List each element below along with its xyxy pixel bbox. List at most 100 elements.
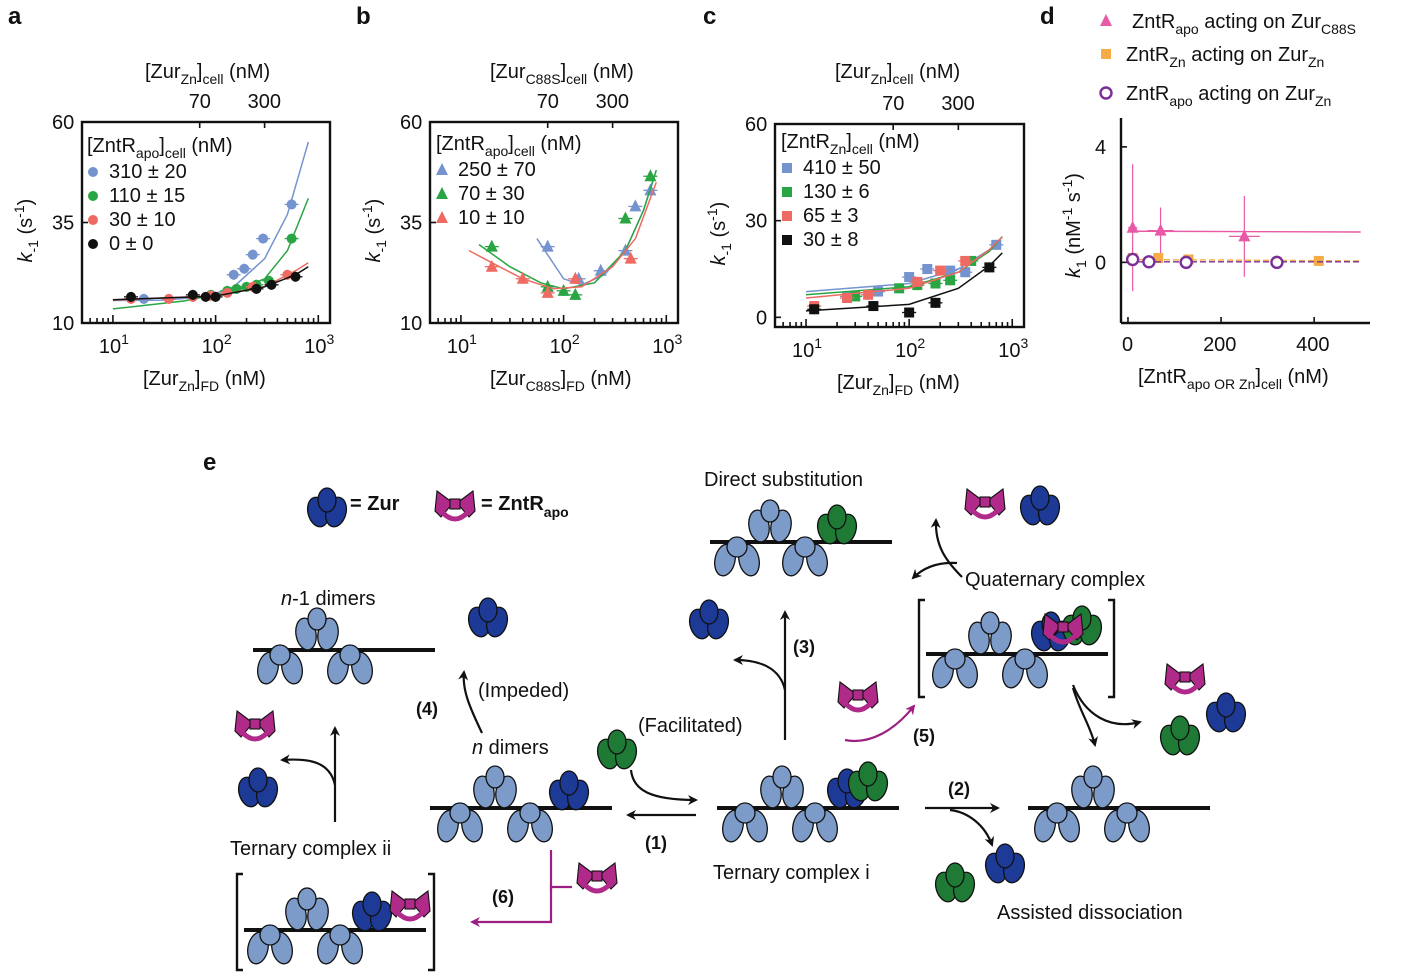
x-axis-title-part: cell bbox=[1261, 376, 1282, 392]
data-point bbox=[1313, 255, 1324, 266]
top-axis-title-part: C88S bbox=[526, 71, 561, 87]
legend-title: [ZntRapo]cell (nM) bbox=[436, 133, 582, 159]
step-1-label: (1) bbox=[645, 833, 667, 853]
arrow-step-6 bbox=[470, 885, 572, 927]
zur-dimer-bound bbox=[285, 887, 329, 931]
y-tick-label: 4 bbox=[1095, 137, 1106, 159]
arrow-release-2 bbox=[949, 808, 995, 847]
legend-zur-glyph bbox=[306, 487, 348, 528]
legend-marker bbox=[1099, 86, 1113, 100]
zur-subunit bbox=[1216, 692, 1236, 718]
top-tick-label-part: 70 bbox=[189, 91, 211, 113]
y-axis-title-part: -1 bbox=[11, 205, 27, 218]
legend-entry: 65 ± 3 bbox=[803, 205, 858, 227]
top-tick-label-part: 70 bbox=[882, 93, 904, 115]
legend-title-part: cell bbox=[514, 143, 535, 159]
legend-entry-part: 0 ± 0 bbox=[109, 233, 153, 255]
x-tick-label: 101 bbox=[447, 331, 477, 358]
data-point bbox=[984, 262, 995, 273]
legend-entry: 310 ± 20 bbox=[109, 161, 187, 183]
data-point bbox=[894, 283, 905, 294]
legend-entry: 30 ± 8 bbox=[803, 229, 858, 251]
y-axis-title: k1 (nM-1 s-1) bbox=[1059, 173, 1089, 278]
y-axis-title: k-1 (s-1) bbox=[11, 199, 41, 263]
zntr-bound bbox=[389, 889, 431, 922]
data-point bbox=[286, 199, 297, 210]
top-axis-title-part: [Zur bbox=[490, 61, 526, 83]
legend-zntr-label: = ZntRapo bbox=[481, 493, 569, 520]
x-tick-label-part: 1 bbox=[814, 335, 822, 351]
legend-entry-part: apo bbox=[1169, 93, 1193, 109]
y-axis-title-part: (s bbox=[15, 218, 37, 240]
y-tick-label: 30 bbox=[745, 211, 767, 233]
bracket-left-ii bbox=[235, 872, 243, 972]
y-axis-title-part: (s bbox=[363, 218, 385, 240]
zur-dimer-bound bbox=[792, 802, 838, 843]
legend-zntr-glyph bbox=[434, 489, 476, 522]
top-tick-label: 70 bbox=[882, 93, 904, 115]
legend-marker bbox=[88, 191, 98, 201]
x-axis-title: [ZurZn]FD (nM) bbox=[837, 372, 960, 398]
legend-title-part: (nM) bbox=[535, 133, 582, 155]
zur-subunit bbox=[1030, 485, 1050, 511]
y-axis-title-part: -1 bbox=[359, 205, 375, 218]
fit-curve bbox=[478, 169, 658, 290]
data-point bbox=[251, 283, 262, 294]
zntr-subunit bbox=[434, 489, 454, 518]
data-point bbox=[239, 263, 250, 274]
legend-entry-part: 10 ± 10 bbox=[458, 207, 525, 229]
zur-subunit bbox=[362, 891, 382, 917]
zur-green-bound bbox=[847, 761, 889, 802]
arrow-release-3 bbox=[733, 655, 787, 691]
data-point bbox=[904, 307, 915, 318]
zntr-free bbox=[576, 861, 618, 894]
legend-entry-part: 30 ± 10 bbox=[109, 209, 176, 231]
ternary-complex-i-label: Ternary complex i bbox=[713, 862, 870, 884]
data-point bbox=[290, 271, 301, 282]
legend-entry-part: 110 ± 15 bbox=[109, 185, 185, 207]
step-6-label: (6) bbox=[492, 887, 514, 907]
legend-title-part: [ZntR bbox=[436, 133, 485, 155]
data-point bbox=[945, 265, 956, 276]
zntr-arm bbox=[396, 911, 424, 922]
x-tick-label: 103 bbox=[304, 331, 334, 358]
data-point bbox=[945, 275, 956, 286]
zur-subunit bbox=[827, 504, 847, 530]
zur-subunit bbox=[699, 599, 719, 625]
step-4-label: (4) bbox=[416, 699, 438, 719]
legend-entry: 250 ± 70 bbox=[458, 159, 536, 181]
data-point bbox=[125, 291, 136, 302]
legend-entry-part: apo bbox=[1175, 21, 1199, 37]
zur-subunit bbox=[804, 802, 826, 824]
zur-green-released bbox=[1159, 715, 1201, 756]
top-axis-title-part: ] bbox=[561, 61, 567, 83]
y-tick-label-part: 60 bbox=[400, 112, 422, 134]
zntr-subunit bbox=[256, 709, 276, 738]
legend-entry-part: Zn bbox=[1315, 93, 1331, 109]
zur-dimer-bound bbox=[507, 802, 553, 843]
legend-title-part: ] bbox=[159, 135, 165, 157]
data-point bbox=[228, 269, 239, 280]
legend-marker bbox=[1101, 49, 1111, 59]
zntr-arm bbox=[441, 511, 469, 522]
zur-dimer-bound bbox=[437, 802, 483, 843]
x-axis-title: [ZurC88S]FD (nM) bbox=[490, 368, 632, 394]
data-point bbox=[247, 249, 258, 260]
x-axis-title-part: apo OR Zn bbox=[1187, 376, 1255, 392]
zur-dark-bound bbox=[548, 770, 590, 811]
zur-dimer-bound bbox=[257, 644, 303, 685]
legend-entry: 130 ± 6 bbox=[803, 181, 870, 203]
zur-dimer-bound bbox=[327, 644, 373, 685]
zur-released bbox=[237, 767, 279, 808]
data-point bbox=[644, 169, 657, 182]
x-tick-label-part: 10 bbox=[998, 340, 1020, 362]
zntr-core bbox=[449, 498, 461, 510]
zur-subunit bbox=[726, 536, 748, 558]
y-axis-title-part: k bbox=[1063, 267, 1085, 278]
x-tick-label: 102 bbox=[202, 331, 232, 358]
x-tick-label-part: 3 bbox=[327, 331, 335, 347]
top-axis-title: [ZurC88S]cell (nM) bbox=[490, 61, 634, 87]
top-tick-label-part: 300 bbox=[941, 93, 974, 115]
legend-entry-part: 130 ± 6 bbox=[803, 181, 870, 203]
